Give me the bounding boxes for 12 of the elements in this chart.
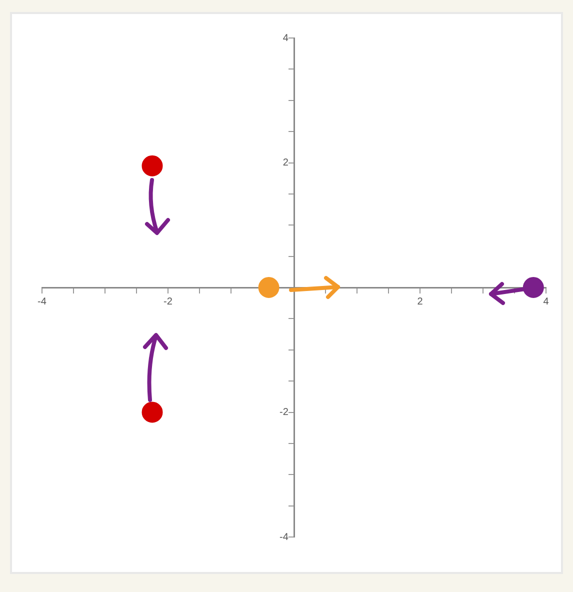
y-tick-label: -2 bbox=[280, 407, 294, 418]
y-tick-label: -4 bbox=[280, 532, 294, 543]
point bbox=[258, 277, 280, 298]
x-tick-label: -2 bbox=[164, 296, 173, 308]
x-tick-label: -4 bbox=[38, 296, 47, 308]
point bbox=[142, 402, 163, 423]
y-tick-label: 2 bbox=[282, 158, 294, 168]
y-tick-label: 4 bbox=[282, 32, 294, 44]
point bbox=[522, 277, 544, 298]
point bbox=[142, 155, 163, 176]
x-tick-label: 4 bbox=[543, 296, 550, 308]
x-tick-label: 2 bbox=[417, 296, 424, 308]
